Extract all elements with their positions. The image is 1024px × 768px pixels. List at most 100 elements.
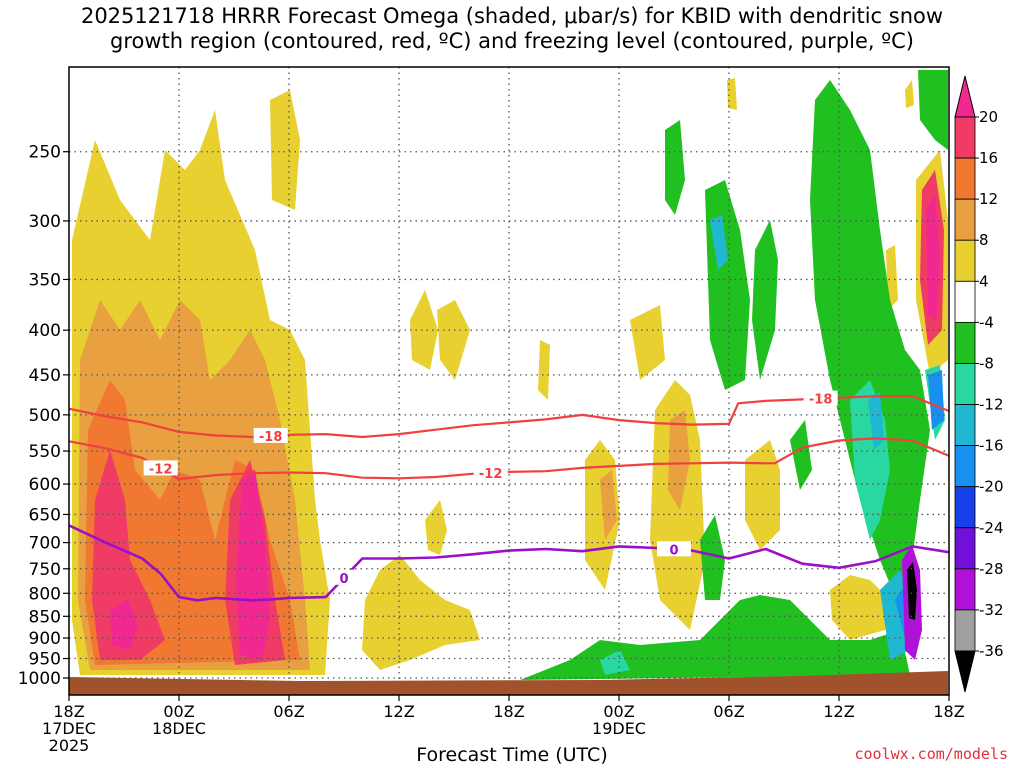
y-tick-label: 950	[29, 650, 61, 670]
colorbar-label: -8	[979, 354, 994, 372]
contour-line	[69, 395, 949, 439]
terrain	[69, 671, 948, 695]
x-tick-label: 06Z	[273, 702, 304, 721]
colorbar-top-arrow	[954, 75, 976, 118]
colorbar-label: -32	[979, 601, 1004, 619]
omega-region-pos-4	[425, 500, 447, 555]
omega-region-pos-13	[727, 78, 737, 110]
contour-label: -12	[479, 467, 503, 482]
colorbar-segment	[954, 445, 976, 488]
colorbar-segment	[954, 198, 976, 241]
y-tick-label: 1000	[18, 669, 61, 689]
x-tick-label: 18Z	[53, 702, 84, 721]
omega-region-pos-9	[630, 305, 665, 380]
colorbar-label: 12	[979, 190, 998, 208]
colorbar-segment	[954, 280, 976, 323]
contour-label-bg	[473, 464, 508, 480]
contour-lines: -18 -18 -12 -12 0 0	[69, 390, 949, 602]
omega-region-neg-15	[928, 370, 944, 430]
omega-region-pos-5	[410, 290, 438, 370]
colorbar-label: -12	[979, 396, 1004, 414]
colorbar-label: 20	[979, 108, 998, 126]
omega-region-neg-5	[700, 515, 725, 600]
colorbar-label: -4	[979, 313, 994, 331]
y-tick-label: 650	[29, 505, 61, 525]
colorbar-segment	[954, 157, 976, 200]
x-tick-label: 12Z	[823, 702, 854, 721]
omega-region-neg-18	[907, 562, 917, 620]
colorbar-segment	[954, 486, 976, 529]
colorbar-label: 8	[979, 231, 989, 249]
colorbar-label: -20	[979, 478, 1004, 496]
omega-region-neg-7	[810, 80, 930, 620]
omega-region-20-3	[926, 195, 940, 320]
x-tick-label: 12Z	[383, 702, 414, 721]
colorbar-segment	[954, 568, 976, 611]
title-line-1: 2025121718 HRRR Forecast Omega (shaded, …	[80, 4, 944, 28]
y-tick-label: 850	[29, 607, 61, 627]
y-tick-label: 300	[29, 212, 61, 232]
omega-region-pos-12	[830, 575, 890, 640]
omega-region-8-3	[600, 470, 617, 540]
omega-region-pos-6	[437, 300, 470, 380]
omega-region-20-2	[236, 470, 270, 660]
x-axis-title: Forecast Time (UTC)	[416, 744, 608, 766]
colorbar-segment	[954, 239, 976, 282]
y-tick-label: 450	[29, 366, 61, 386]
colorbar-label: -16	[979, 437, 1004, 455]
title-line-2: growth region (contoured, red, ºC) and f…	[110, 29, 914, 53]
omega-region-neg-12	[710, 215, 728, 270]
colorbar-segment	[954, 527, 976, 570]
credit-text: coolwx.com/models	[854, 745, 1008, 763]
contour-label-bg	[657, 541, 691, 557]
x-tick-label: 18Z	[933, 702, 964, 721]
x-tick-label: 19DEC	[592, 719, 646, 738]
colorbar-segment	[954, 363, 976, 405]
y-tick-label: 250	[29, 143, 61, 163]
y-tick-label: 750	[29, 560, 61, 580]
y-tick-label: 350	[29, 270, 61, 290]
omega-region-pos-16	[905, 80, 914, 108]
chart-title: 2025121718 HRRR Forecast Omega (shaded, …	[0, 4, 1024, 54]
x-tick-label: 06Z	[713, 702, 744, 721]
omega-region-neg-8	[918, 70, 948, 150]
omega-region-pos-2	[270, 90, 300, 210]
omega-region-8-2	[668, 410, 690, 510]
x-tick-label: 00Z	[163, 702, 194, 721]
y-tick-label: 800	[29, 584, 61, 604]
omega-shading	[72, 70, 948, 680]
omega-region-16-1	[92, 450, 165, 660]
x-tick-label: 18Z	[493, 702, 524, 721]
colorbar-segment	[954, 116, 976, 159]
x-tick-label: 2025	[49, 736, 90, 755]
colorbar: 20 16 12 8 4 -4 -8 -12 -16 -20 -24 -28 -32 -36	[954, 75, 1004, 693]
colorbar-segment	[954, 321, 976, 364]
contour-label-bg	[253, 427, 288, 443]
y-tick-label: 500	[29, 406, 61, 426]
contour-label-bg	[803, 390, 838, 406]
colorbar-label: 4	[979, 272, 989, 290]
omega-region-pos-11	[745, 440, 780, 550]
omega-region-neg-4	[752, 220, 778, 380]
colorbar-label: -36	[979, 642, 1004, 660]
colorbar-segment	[954, 609, 976, 652]
contour-label: -12	[149, 462, 173, 477]
x-tick-label: 00Z	[603, 702, 634, 721]
contour-label-bg	[327, 569, 361, 585]
omega-region-neg-10	[600, 650, 630, 675]
colorbar-label: 16	[979, 149, 998, 167]
y-axis: 2503003504004505005506006507007508008509…	[18, 143, 69, 689]
y-tick-label: 900	[29, 629, 61, 649]
contour-label: -18	[259, 430, 283, 445]
colorbar-segment	[954, 404, 976, 447]
y-tick-label: 550	[29, 442, 61, 462]
contour-line	[69, 437, 949, 481]
omega-region-pos-7	[538, 340, 550, 400]
y-tick-label: 400	[29, 321, 61, 341]
colorbar-label: -24	[979, 519, 1004, 537]
contour-line	[69, 524, 949, 602]
x-tick-label: 18DEC	[152, 719, 206, 738]
contour-label: 0	[339, 572, 348, 587]
